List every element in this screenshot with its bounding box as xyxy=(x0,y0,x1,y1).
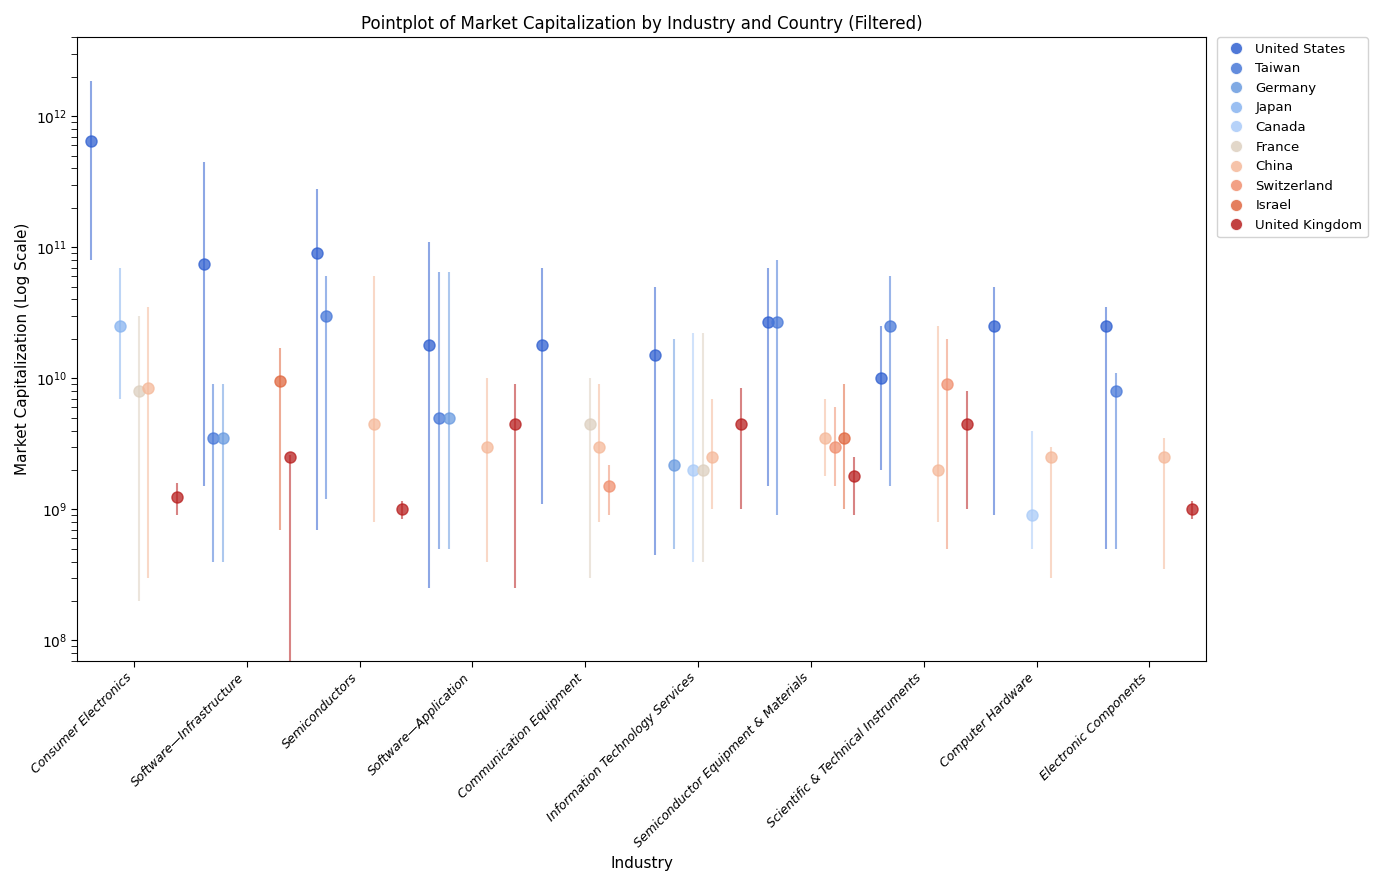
Legend: United States, Taiwan, Germany, Japan, Canada, France, China, Switzerland, Israe: United States, Taiwan, Germany, Japan, C… xyxy=(1218,37,1368,237)
Title: Pointplot of Market Capitalization by Industry and Country (Filtered): Pointplot of Market Capitalization by In… xyxy=(361,15,922,33)
Y-axis label: Market Capitalization (Log Scale): Market Capitalization (Log Scale) xyxy=(15,223,30,475)
X-axis label: Industry: Industry xyxy=(611,856,673,871)
